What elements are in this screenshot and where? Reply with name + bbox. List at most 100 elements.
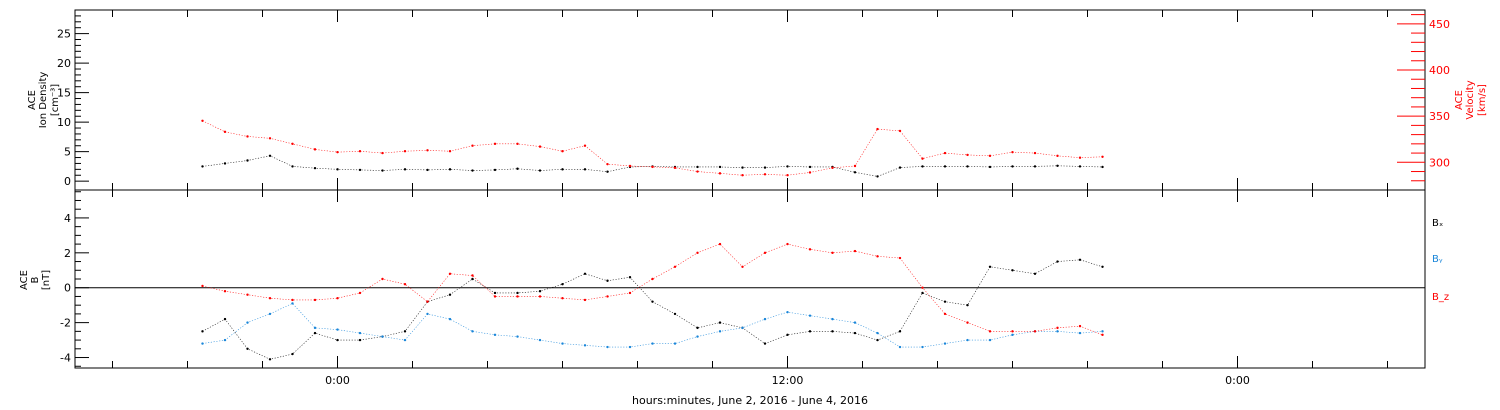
velocity-point	[201, 119, 204, 122]
bz-point	[651, 277, 654, 281]
velocity-point	[1011, 150, 1014, 154]
by-point	[831, 317, 834, 321]
bx-point	[943, 300, 947, 303]
bz-point	[381, 277, 384, 281]
velocity-point	[403, 150, 407, 153]
bz-point	[313, 298, 317, 302]
velocity-axis-title-3: [km/s]	[1477, 84, 1488, 116]
velocity-tick-label: 400	[1429, 64, 1450, 77]
by-point	[718, 330, 722, 333]
bz-point	[493, 295, 497, 298]
density-point	[471, 169, 474, 172]
bx-point	[696, 326, 699, 330]
top-right-ticks: 300 350 400 450	[1397, 14, 1450, 182]
bz-point	[291, 298, 294, 302]
velocity-point	[943, 151, 947, 155]
bz-point	[673, 265, 677, 268]
velocity-point	[876, 127, 879, 131]
density-tick-label: 10	[57, 116, 71, 129]
bottom-left-ticks: -4 -2 0 2 4	[60, 191, 89, 367]
velocity-point	[1078, 156, 1082, 159]
by-point	[696, 335, 699, 338]
by-point	[921, 345, 924, 349]
by-point	[336, 328, 339, 331]
b-tick-label: -2	[60, 317, 71, 330]
density-point	[988, 165, 992, 169]
legend-by: Bᵧ	[1432, 254, 1443, 265]
velocity-tick-label: 350	[1429, 110, 1450, 123]
velocity-point	[1033, 151, 1037, 155]
velocity-point	[313, 148, 317, 151]
density-tick-label: 15	[57, 87, 71, 100]
bx-point	[966, 303, 969, 307]
density-tick-label: 25	[57, 28, 71, 41]
b-axis-title-2: B	[30, 276, 41, 283]
by-point	[606, 345, 609, 349]
velocity-trace	[202, 120, 1103, 176]
bz-point	[538, 295, 542, 298]
bz-point	[853, 249, 857, 253]
density-point	[1033, 165, 1037, 168]
velocity-point	[898, 129, 902, 133]
velocity-point	[673, 166, 677, 170]
bx-point	[268, 358, 272, 361]
legend-bx: Bₓ	[1432, 218, 1443, 229]
bx-point	[403, 330, 407, 333]
density-point	[606, 170, 609, 173]
density-tick-label: 20	[57, 57, 71, 70]
by-point	[988, 338, 992, 342]
bx-point	[1011, 269, 1014, 272]
bx-point	[291, 352, 294, 356]
bz-point	[583, 298, 587, 302]
bx-point	[583, 272, 587, 275]
by-point	[358, 331, 362, 335]
legend-bz: B_z	[1432, 292, 1449, 303]
velocity-point	[786, 174, 789, 177]
x-tick-label: 12:00	[772, 374, 804, 387]
density-axis-title-3: [cm⁻³]	[50, 84, 61, 116]
velocity-point	[988, 154, 992, 158]
velocity-point	[583, 144, 587, 147]
bz-point	[786, 242, 789, 246]
by-point	[403, 338, 407, 342]
bz-point	[628, 291, 632, 295]
bz-point	[988, 330, 992, 333]
by-point	[651, 342, 654, 345]
density-point	[561, 168, 564, 171]
by-point	[898, 345, 902, 349]
bz-point	[876, 255, 879, 258]
bx-point	[448, 293, 452, 296]
velocity-point	[853, 164, 857, 168]
bz-point	[358, 291, 362, 295]
x-ticks: 0:00 12:00 0:00	[112, 10, 1388, 387]
velocity-point	[448, 150, 452, 153]
by-point	[381, 335, 384, 338]
by-point	[426, 312, 429, 316]
bottom-panel-frame	[74, 189, 1426, 369]
density-point	[741, 166, 744, 169]
density-point	[381, 169, 384, 172]
density-point	[336, 168, 339, 171]
bx-point	[493, 291, 497, 295]
bz-point	[336, 296, 339, 300]
bx-point	[313, 331, 317, 335]
by-point	[1011, 333, 1014, 337]
b-tick-label: -4	[60, 352, 71, 365]
b-tick-label: 2	[64, 247, 71, 260]
by-point	[313, 326, 317, 330]
by-point	[223, 338, 227, 342]
velocity-point	[606, 162, 609, 166]
bx-point	[201, 330, 204, 333]
bx-point	[763, 342, 767, 345]
b-tick-label: 0	[64, 282, 71, 295]
bx-point	[853, 331, 857, 335]
by-point	[201, 342, 204, 345]
velocity-point	[358, 150, 362, 153]
bx-point	[538, 290, 542, 293]
bz-point	[471, 274, 474, 277]
by-point	[1101, 330, 1104, 333]
velocity-point	[426, 149, 429, 152]
by-point	[876, 331, 879, 335]
density-point	[403, 168, 407, 171]
density-point	[786, 165, 789, 168]
